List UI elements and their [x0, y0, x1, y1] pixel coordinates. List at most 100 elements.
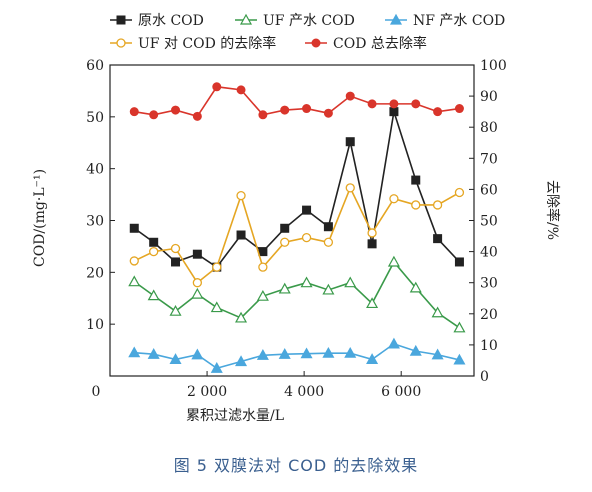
series-2-point: [191, 287, 204, 299]
series-2: [128, 255, 466, 333]
series-4: [129, 183, 465, 288]
y2-tick-label: 0: [480, 369, 489, 385]
y-axis-ticks: 10 20 30 40 50 60: [86, 58, 115, 333]
y2-tick-label: 10: [480, 338, 498, 354]
y2-tick-label: 100: [480, 58, 507, 74]
series-1-point: [433, 234, 443, 244]
legend-swatch-marker: [239, 13, 253, 25]
legend-label: UF 对 COD 的去除率: [138, 35, 276, 52]
series-1-point: [280, 223, 290, 233]
series-1-point: [149, 237, 159, 247]
series-4-point: [367, 228, 377, 238]
series-1-point: [454, 257, 464, 267]
series-1-point: [302, 205, 312, 215]
series-1-point: [345, 137, 355, 147]
series-5-point: [411, 99, 421, 109]
series-4-point: [301, 232, 312, 243]
x-axis-title: 累积过滤水量/L: [186, 408, 284, 424]
legend-label: UF 产水 COD: [263, 13, 355, 29]
legend-item-5: COD 总去除率: [305, 35, 427, 52]
legend-item-4: UF 对 COD 的去除率: [110, 35, 276, 52]
series-3: [128, 337, 466, 373]
series-5-point: [280, 105, 290, 115]
series-1-point: [258, 247, 268, 257]
x-tick-label: 4 000: [284, 384, 324, 400]
legend: 原水 COD UF 产水 COD NF 产水 COD UF 对 COD 的去除率 COD…: [110, 13, 505, 52]
series-3-point: [344, 346, 357, 358]
series-5-point: [149, 110, 159, 120]
y-axis-title: COD/(mg·L⁻¹): [32, 169, 48, 267]
series-3-point: [169, 353, 182, 365]
series-5-line: [134, 85, 460, 118]
series-2-point: [147, 289, 160, 301]
series-5-point: [323, 108, 333, 118]
series-4-point: [258, 262, 268, 272]
y2-tick-label: 20: [480, 307, 498, 323]
series-2-point: [431, 306, 444, 318]
series-4-point: [454, 187, 465, 198]
series-2-point: [344, 276, 357, 288]
y-tick-label: 30: [86, 214, 104, 230]
series-5-point: [367, 99, 377, 109]
series-4-line: [133, 185, 460, 284]
legend-swatch-marker: [116, 38, 126, 48]
series-3-point: [191, 348, 204, 360]
y-tick-label: 60: [86, 58, 104, 74]
y2-axis-title: 去除率/%: [544, 180, 561, 240]
chart-svg: 原水 COD UF 产水 COD NF 产水 COD UF 对 COD 的去除率 COD…: [32, 13, 561, 424]
series-2-point: [278, 282, 291, 294]
series-2-point: [387, 255, 400, 267]
series-1-line: [133, 111, 461, 269]
x-tick-label: 2 000: [187, 384, 227, 400]
series-4-point: [192, 278, 203, 288]
series-5-point: [129, 107, 139, 117]
series-3-point: [128, 346, 141, 358]
legend-item-2: UF 产水 COD: [235, 13, 355, 29]
series-3-line: [134, 342, 460, 370]
series-2-point: [366, 297, 379, 309]
y2-tick-label: 80: [480, 120, 498, 136]
series-1-point: [389, 107, 399, 117]
y-tick-label: 50: [86, 110, 104, 126]
legend-label: NF 产水 COD: [413, 13, 505, 29]
legend-item-1: 原水 COD: [110, 13, 204, 29]
x-tick-label: 6 000: [381, 384, 421, 400]
series-3-point: [235, 355, 248, 367]
y2-tick-label: 70: [480, 151, 498, 167]
y-tick-label: 10: [86, 317, 104, 333]
x-axis-ticks: 2 000 4 000 6 000: [187, 371, 421, 400]
series-3-point: [147, 347, 160, 359]
series-1: [129, 107, 464, 272]
series-5-point: [345, 91, 355, 101]
y-tick-label: 40: [86, 162, 104, 178]
y2-tick-label: 50: [480, 214, 498, 230]
series-4-point: [411, 200, 421, 210]
series-2-point: [322, 283, 335, 295]
y-tick-label: 20: [86, 265, 104, 281]
legend-swatch-marker: [389, 13, 403, 25]
series-5-point: [192, 111, 202, 121]
series-4-point: [432, 200, 443, 210]
series-2-point: [169, 304, 182, 316]
series-5-point: [454, 104, 464, 114]
series-5-point: [212, 82, 222, 92]
series-1-point: [192, 249, 202, 259]
series-4-point: [389, 194, 399, 204]
series-3-point: [210, 361, 223, 373]
series-5-point: [433, 107, 443, 117]
series-2-line: [133, 260, 460, 329]
y2-tick-label: 40: [480, 245, 498, 261]
series-4-point: [345, 183, 355, 193]
legend-label: COD 总去除率: [333, 35, 427, 52]
series-4-point: [212, 262, 222, 272]
series-3-point: [256, 349, 269, 360]
legend-swatch-marker: [311, 38, 321, 48]
series-2-point: [128, 275, 141, 287]
series-5-point: [389, 99, 399, 109]
y2-tick-label: 90: [480, 89, 498, 105]
series-5-point: [236, 85, 246, 95]
series-4-point: [236, 190, 246, 201]
series-2-point: [235, 311, 248, 323]
legend-item-3: NF 产水 COD: [385, 13, 505, 29]
series-2-point: [210, 301, 223, 313]
